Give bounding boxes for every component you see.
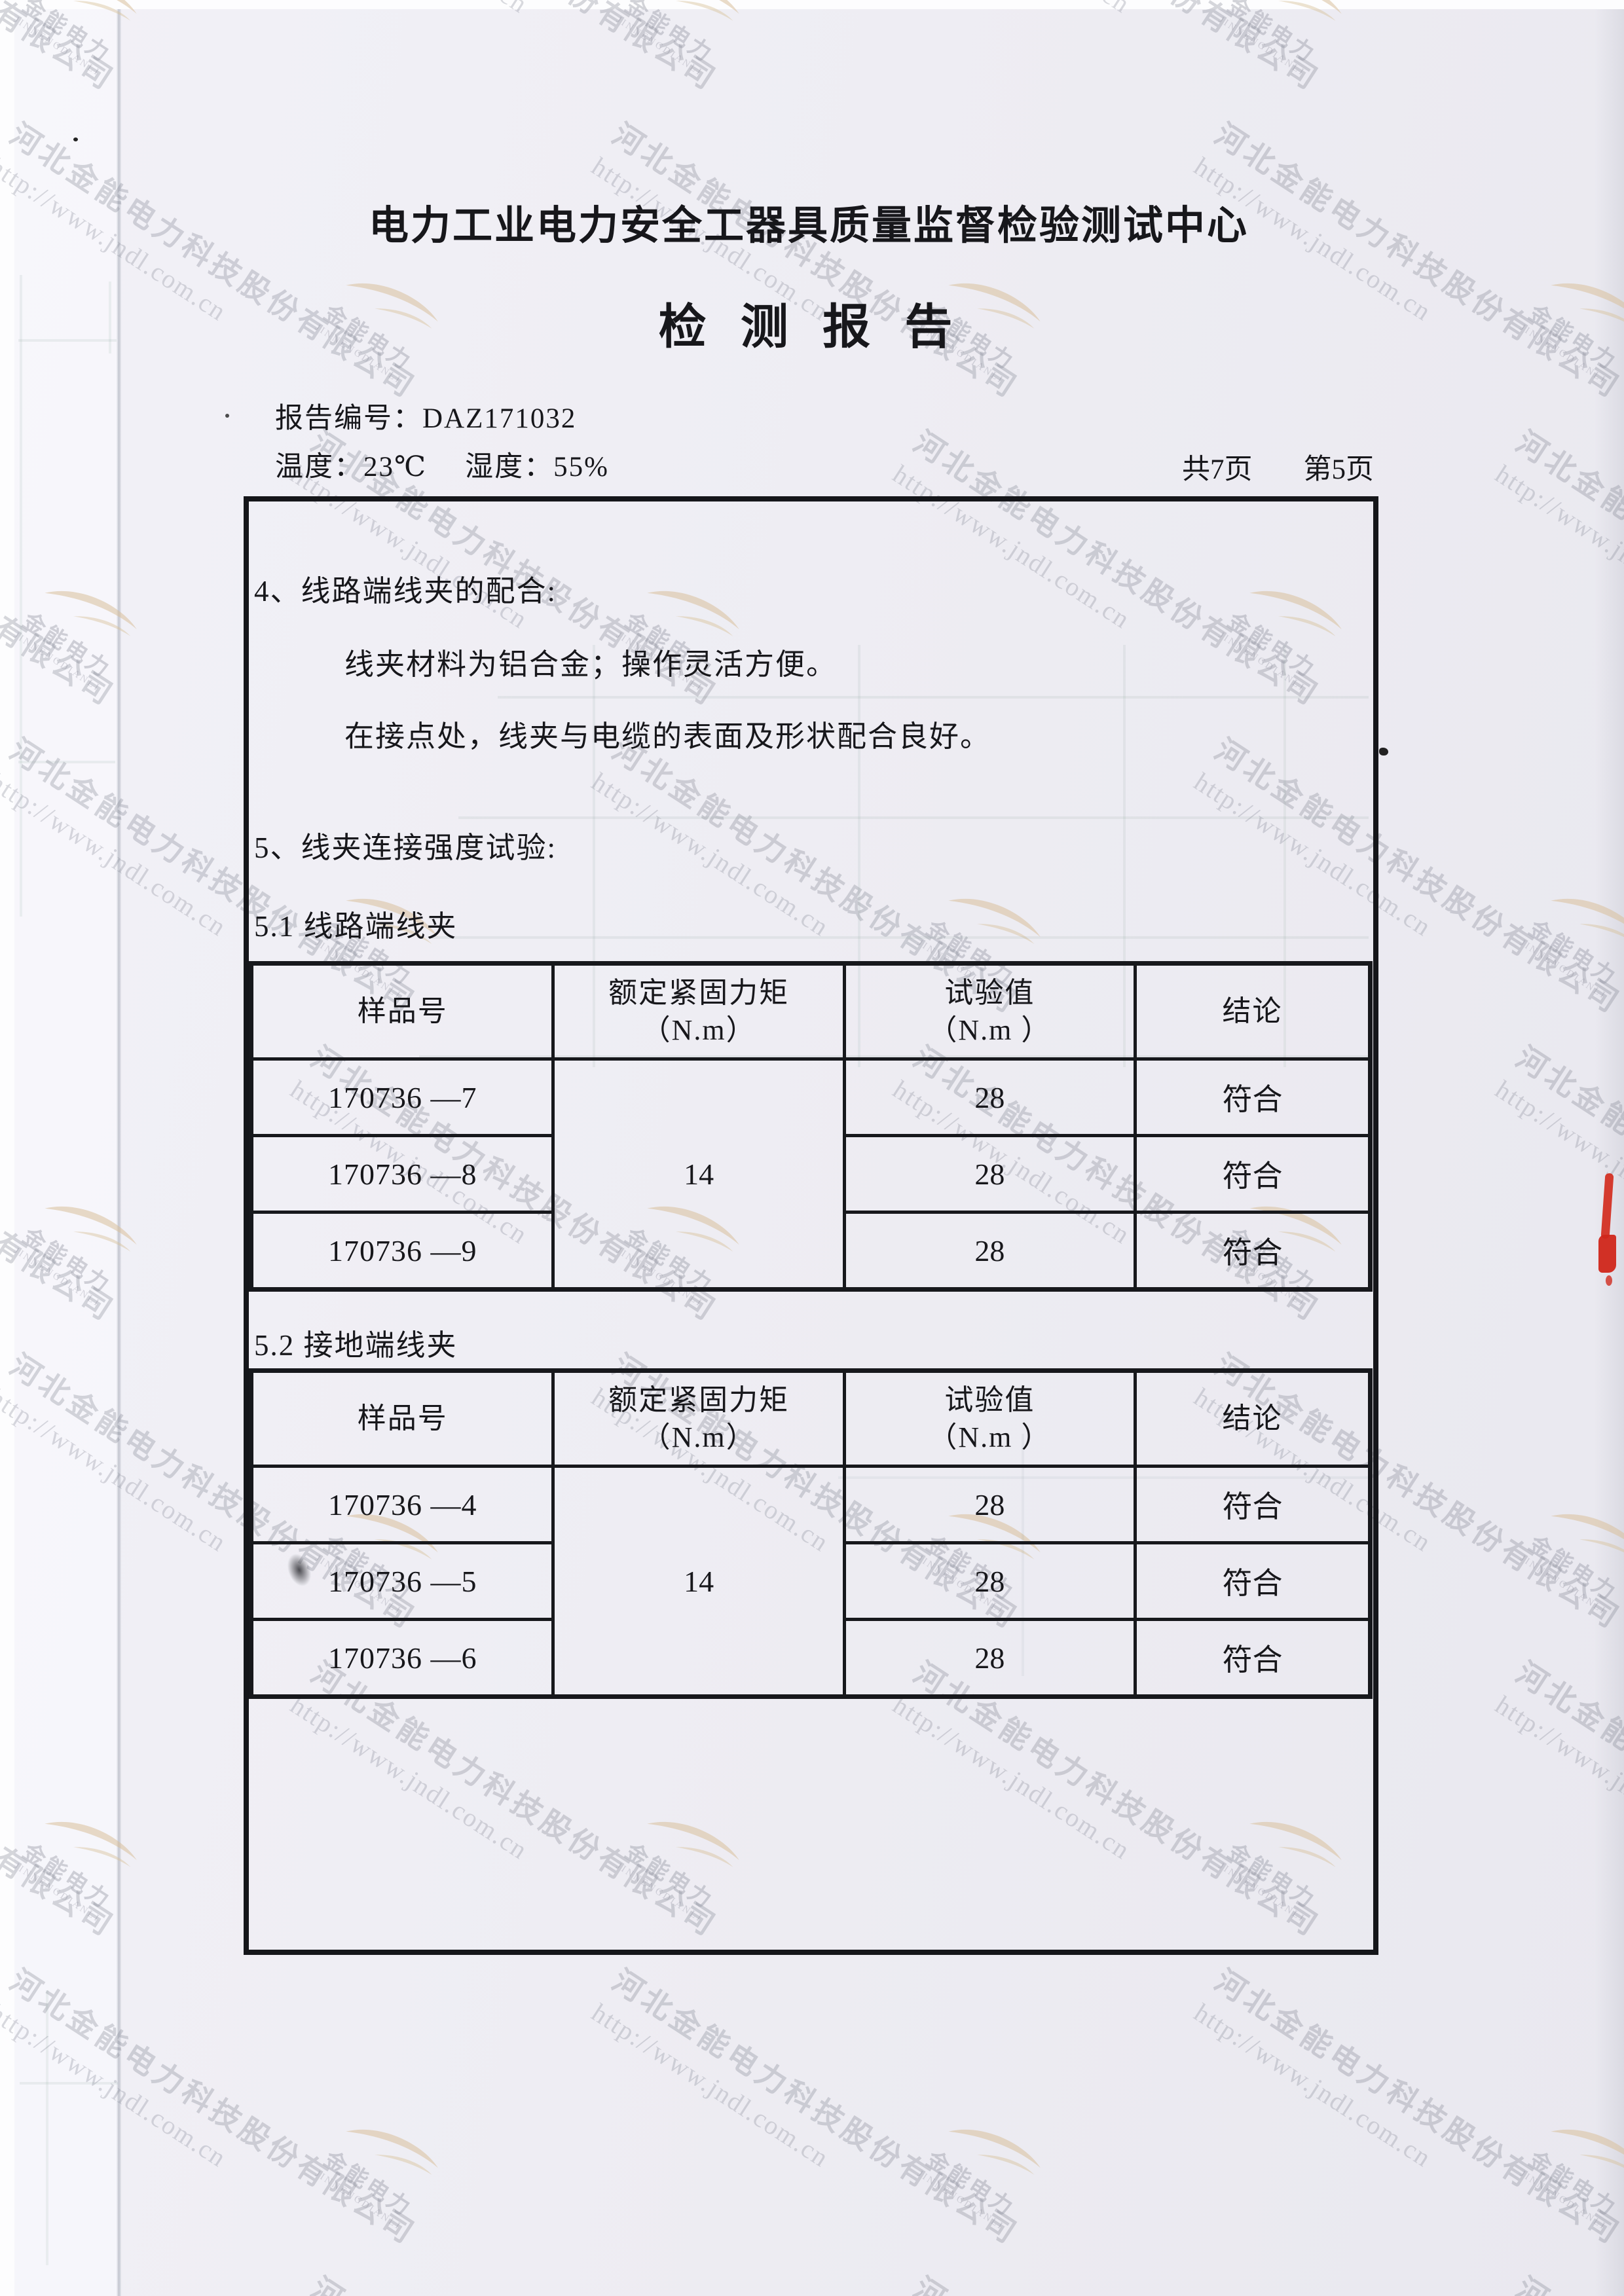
col-header-conclusion: 结论: [1134, 962, 1372, 1061]
table-header-row: 样品号 额定紧固力矩 （N.m） 试验值 （N.m ） 结论: [249, 962, 1372, 1061]
line-end-clamp-table: 样品号 额定紧固力矩 （N.m） 试验值 （N.m ） 结论 170736 —7…: [249, 961, 1373, 1292]
report-number-value: DAZ171032: [422, 403, 577, 434]
conclusion-value: 符合: [1134, 1465, 1372, 1544]
test-value: 28: [842, 1134, 1137, 1214]
sample-no: 170736 —8: [249, 1134, 555, 1214]
col-header-test-value-line1: 试验值: [944, 976, 1035, 1009]
col-header-conclusion: 结论: [1134, 1369, 1372, 1468]
sample-no: 170736 —6: [249, 1618, 555, 1698]
test-value: 28: [842, 1057, 1137, 1137]
col-header-rated-torque-line1: 额定紧固力矩: [608, 976, 790, 1009]
col-header-rated-torque-line2: （N.m）: [641, 1014, 756, 1046]
sample-no: 170736 —4: [249, 1465, 555, 1544]
col-header-rated-torque-line2: （N.m）: [641, 1421, 756, 1453]
col-header-rated-torque: 额定紧固力矩 （N.m）: [551, 962, 846, 1061]
page-fold-strip: [14, 9, 118, 2296]
section-5-2-title: 5.2 接地端线夹: [254, 1329, 458, 1362]
conclusion-value: 符合: [1134, 1618, 1372, 1698]
col-header-test-value: 试验值 （N.m ）: [842, 1369, 1137, 1468]
org-title: 电力工业电力安全工器具质量监督检验测试中心: [368, 204, 1249, 248]
paper-edge-shadow: [1595, 9, 1624, 2296]
temperature-label: 温度：: [275, 452, 363, 483]
test-value: 28: [842, 1618, 1137, 1698]
pagination: 共7页 第5页: [242, 446, 1374, 487]
sample-no: 170736 —9: [249, 1211, 555, 1291]
page-current: 第5页: [1303, 454, 1375, 485]
page-total: 共7页: [1182, 454, 1253, 485]
rated-torque-value: 14: [551, 1465, 846, 1698]
col-header-test-value: 试验值 （N.m ）: [842, 962, 1137, 1061]
humidity-label: 湿度：: [465, 452, 554, 483]
report-number-line: 报告编号：DAZ171032: [275, 395, 576, 436]
conclusion-value: 符合: [1134, 1134, 1372, 1214]
test-value: 28: [842, 1541, 1137, 1621]
ground-end-clamp-table: 样品号 额定紧固力矩 （N.m） 试验值 （N.m ） 结论 170736 —4…: [249, 1368, 1373, 1699]
environment-line: 温度：23℃ 湿度：55%: [275, 444, 609, 484]
col-header-sample: 样品号: [249, 962, 555, 1061]
section-5-1-title: 5.1 线路端线夹: [254, 910, 458, 943]
section-4-title: 4、线路端线夹的配合:: [254, 575, 557, 608]
conclusion-value: 符合: [1134, 1057, 1372, 1137]
col-header-rated-torque: 额定紧固力矩 （N.m）: [551, 1369, 846, 1468]
col-header-test-value-line2: （N.m ）: [928, 1421, 1052, 1453]
table-row: 170736 —7 14 28 符合: [249, 1057, 1372, 1291]
temperature-value: 23℃: [363, 452, 428, 483]
table-header-row: 样品号 额定紧固力矩 （N.m） 试验值 （N.m ） 结论: [249, 1369, 1372, 1468]
rated-torque-value: 14: [551, 1057, 846, 1291]
section-4-line-2: 在接点处，线夹与电缆的表面及形状配合良好。: [344, 720, 991, 753]
table-row: 170736 —6 28 符合: [249, 1618, 1372, 1698]
table-row: 170736 —8 28 符合: [249, 1134, 1372, 1214]
report-title: 检 测 报 告: [658, 301, 959, 354]
col-header-test-value-line2: （N.m ）: [928, 1014, 1052, 1046]
col-header-rated-torque-line1: 额定紧固力矩: [608, 1383, 790, 1416]
report-body-box: 4、线路端线夹的配合: 线夹材料为铝合金；操作灵活方便。 在接点处，线夹与电缆的…: [244, 496, 1378, 1955]
test-value: 28: [842, 1211, 1137, 1291]
sample-no: 170736 —5: [249, 1541, 555, 1621]
col-header-sample: 样品号: [249, 1369, 555, 1468]
sample-no: 170736 —7: [249, 1057, 555, 1137]
section-5-title: 5、线夹连接强度试验:: [254, 831, 557, 864]
page-fold-line: [117, 9, 121, 2296]
section-4-line-1: 线夹材料为铝合金；操作灵活方便。: [344, 648, 838, 681]
conclusion-value: 符合: [1134, 1211, 1372, 1291]
table-row: 170736 —4 14 28 符合: [249, 1465, 1372, 1698]
humidity-value: 55%: [553, 452, 609, 483]
test-value: 28: [842, 1465, 1137, 1544]
report-number-label: 报告编号：: [275, 403, 422, 434]
conclusion-value: 符合: [1134, 1541, 1372, 1621]
col-header-test-value-line1: 试验值: [944, 1383, 1035, 1416]
